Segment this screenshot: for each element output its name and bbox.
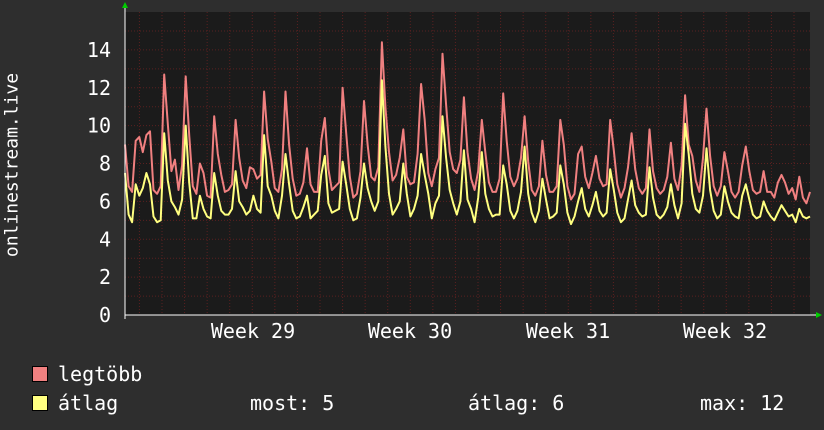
x-tick-label: Week 29 <box>211 319 295 343</box>
x-tick-label: Week 32 <box>683 319 767 343</box>
y-tick-label: 4 <box>99 227 111 251</box>
y-tick-label: 12 <box>87 76 111 100</box>
y-tick-label: 6 <box>99 189 111 213</box>
y-tick-label: 0 <box>99 303 111 327</box>
y-axis-title: onlinestream.live <box>1 72 23 258</box>
legend-item-avg: átlag <box>32 391 118 415</box>
legend-swatch-avg <box>32 395 48 411</box>
x-tick-label: Week 31 <box>526 319 610 343</box>
legend-label-avg: átlag <box>58 391 119 415</box>
y-tick-label: 14 <box>87 38 111 62</box>
y-tick-label: 2 <box>99 265 111 289</box>
series-line-max <box>124 41 811 205</box>
stat-avg: átlag: 6 <box>468 391 565 415</box>
stat-now: most: 5 <box>250 391 335 415</box>
x-tick-label: Week 30 <box>368 319 452 343</box>
legend-item-max: legtöbb <box>32 362 142 386</box>
y-tick-label: 10 <box>87 114 111 138</box>
legend-label-max: legtöbb <box>58 362 143 386</box>
x-axis-arrow <box>816 312 822 318</box>
legend-swatch-max <box>32 366 48 382</box>
y-tick-label: 8 <box>99 152 111 176</box>
y-axis-arrow <box>122 2 128 8</box>
stat-max: max: 12 <box>700 391 785 415</box>
series-line-avg <box>124 79 811 226</box>
